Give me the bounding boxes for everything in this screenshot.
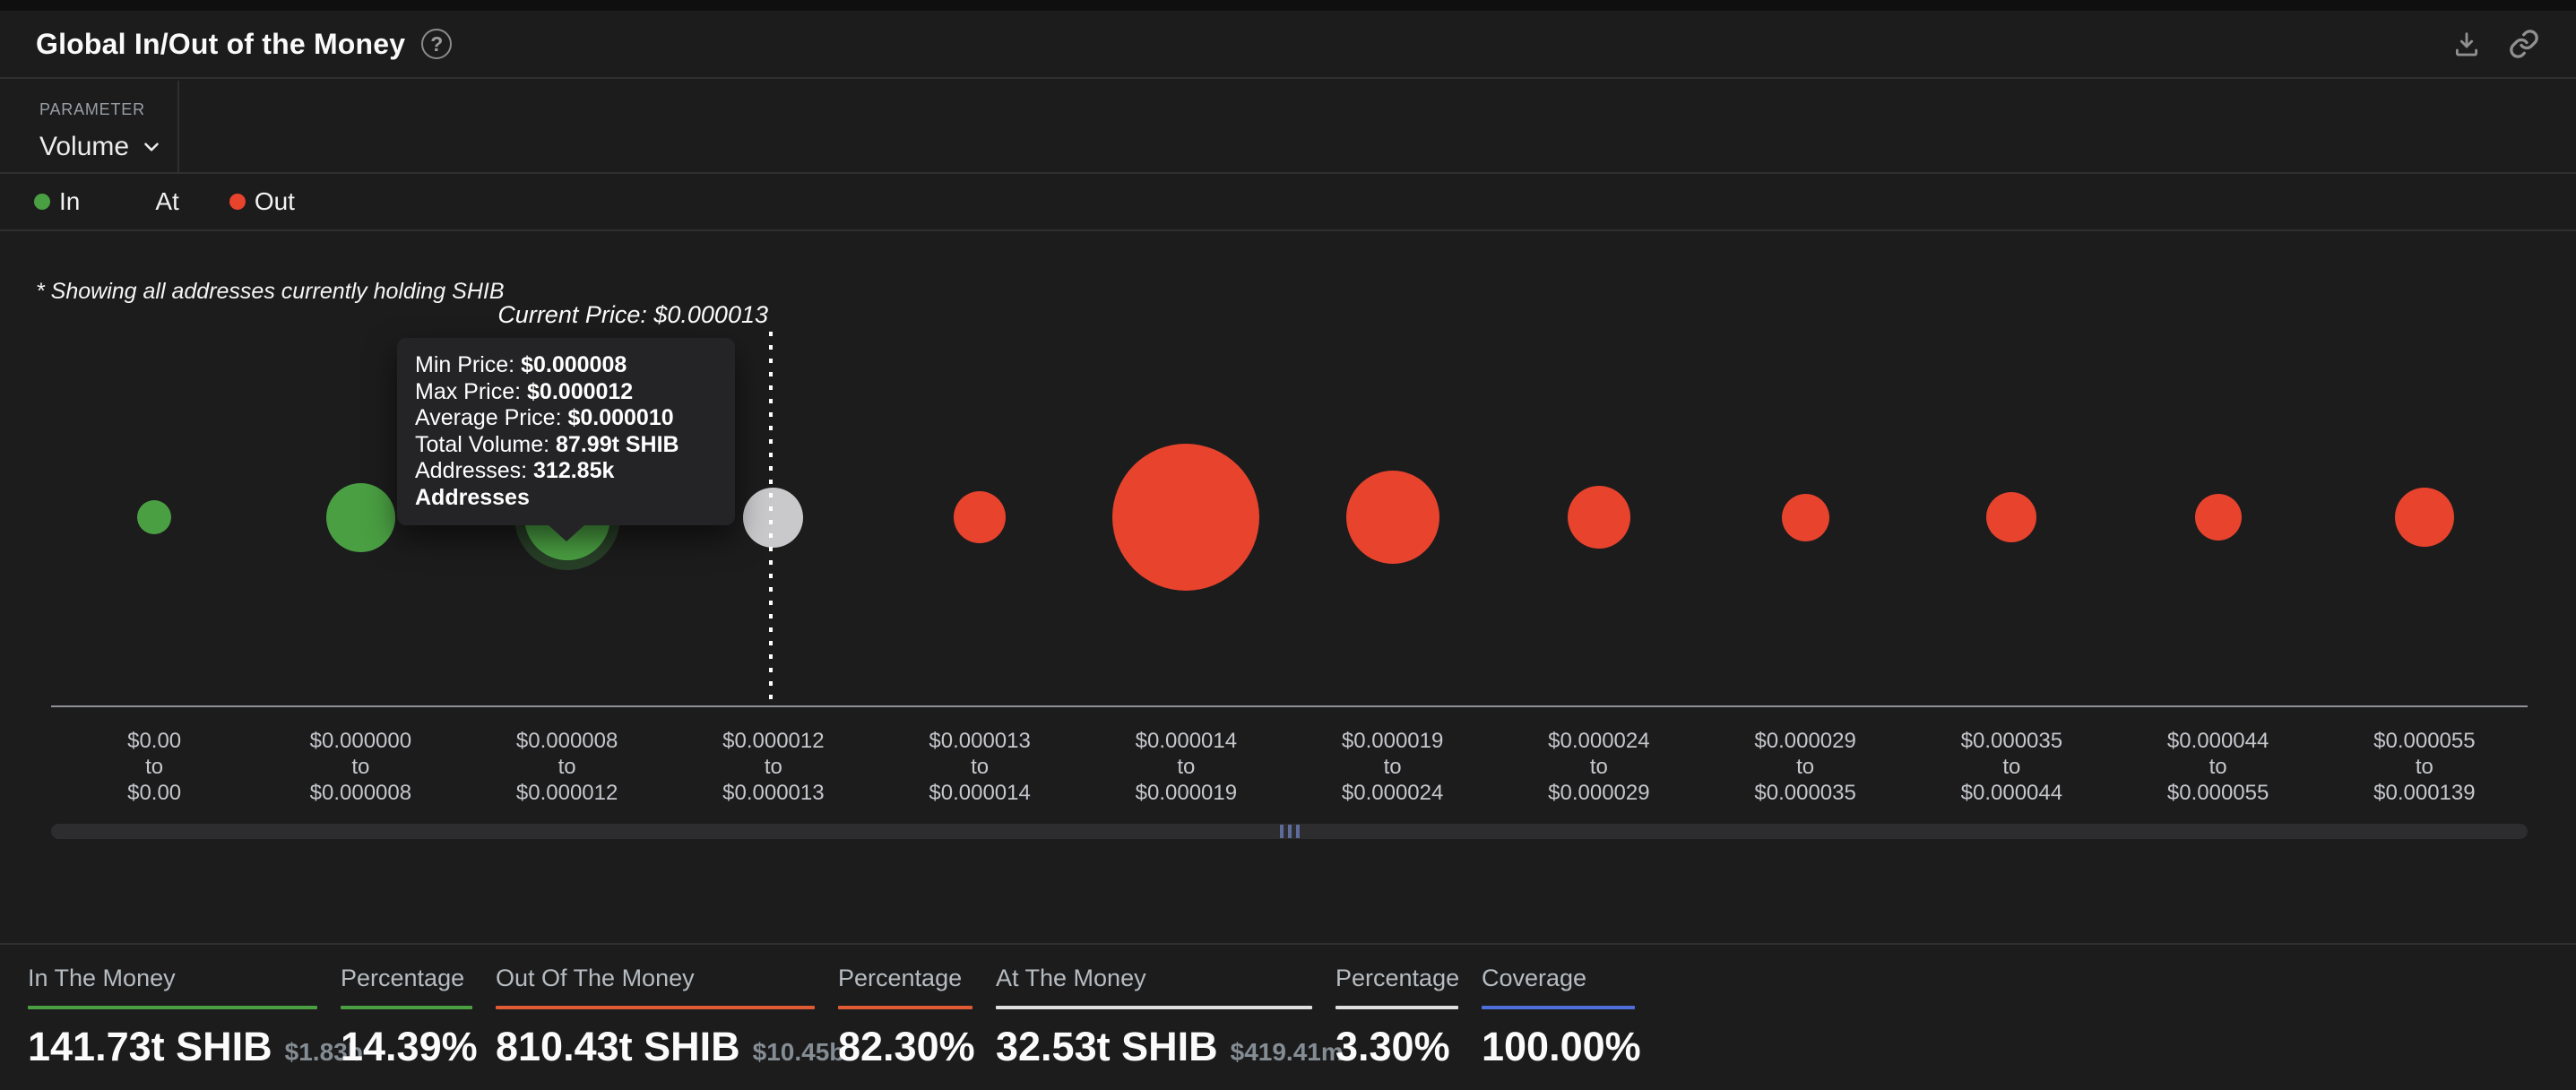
legend-label-out: Out xyxy=(254,187,295,215)
bubble-out-bucket-6[interactable] xyxy=(1345,471,1439,564)
legend-dot-in xyxy=(34,194,50,210)
x-axis-label-0: $0.00 to $0.00 xyxy=(127,729,182,805)
stat-in-the-money: In The Money 141.73t SHIB $1.83b xyxy=(28,965,363,1090)
x-axis-label-10: $0.000044 to $0.000055 xyxy=(2166,729,2269,805)
stat-underline xyxy=(341,1006,472,1009)
parameter-label: PARAMETER xyxy=(39,100,145,118)
scrollbar-grip-icon[interactable] xyxy=(1279,825,1300,838)
stat-out-of-the-money: Out Of The Money 810.43t SHIB $10.45b xyxy=(496,965,844,1090)
tooltip-row-addresses: Addresses: 312.85k Addresses xyxy=(415,458,615,510)
x-axis-label-6: $0.000019 to $0.000024 xyxy=(1341,729,1444,805)
page-title: Global In/Out of the Money xyxy=(36,27,406,60)
stat-label: Out Of The Money xyxy=(496,965,695,991)
stat-label: At The Money xyxy=(996,965,1146,991)
bubble-out-bucket-7[interactable] xyxy=(1567,486,1630,549)
x-axis-line xyxy=(51,705,2528,707)
stat-label: Percentage xyxy=(341,965,465,991)
legend-item-out[interactable]: Out xyxy=(229,187,295,216)
bubble-out-bucket-8[interactable] xyxy=(1781,493,1829,541)
stat-value: 3.30% xyxy=(1336,1024,1450,1069)
tooltip-row-max-price: Max Price: $0.000012 xyxy=(415,378,634,404)
bubble-out-bucket-4[interactable] xyxy=(954,491,1007,543)
widget-header: Global In/Out of the Money ? xyxy=(0,11,2576,79)
x-axis-label-4: $0.000013 to $0.000014 xyxy=(929,729,1031,805)
stat-underline xyxy=(996,1006,1312,1009)
tooltip-row-min-price: Min Price: $0.000008 xyxy=(415,352,627,377)
x-axis-label-1: $0.000000 to $0.000008 xyxy=(309,729,412,805)
stat-coverage: Coverage 100.00% xyxy=(1482,965,1641,1090)
bubble-in-bucket-0[interactable] xyxy=(137,500,172,534)
parameter-dropdown[interactable]: PARAMETER Volume xyxy=(0,81,179,172)
legend-item-in[interactable]: In xyxy=(34,187,80,216)
stat-underline xyxy=(1482,1006,1635,1009)
x-axis-labels: $0.00 to $0.00 $0.000000 to $0.000008 $0.00000… xyxy=(51,728,2528,806)
bubble-tooltip: Min Price: $0.000008 Max Price: $0.00001… xyxy=(397,338,735,541)
top-edge-strip xyxy=(0,0,2576,11)
chart-zoom-scrollbar[interactable] xyxy=(51,824,2528,839)
stat-out-percentage: Percentage 82.30% xyxy=(838,965,975,1090)
stat-sub-value: $10.45b xyxy=(752,1038,845,1066)
parameter-selected-value: Volume xyxy=(39,132,130,161)
stat-value: 82.30% xyxy=(838,1024,975,1069)
stat-sub-value: $1.83b xyxy=(284,1038,363,1066)
stat-value: 810.43t SHIB xyxy=(496,1024,740,1069)
bubble-at-bucket-3[interactable] xyxy=(743,487,804,548)
current-price-line xyxy=(769,332,773,706)
x-axis-label-11: $0.000055 to $0.000139 xyxy=(2373,729,2476,805)
x-axis-label-9: $0.000035 to $0.000044 xyxy=(1960,729,2063,805)
x-axis-label-2: $0.000008 to $0.000012 xyxy=(515,729,618,805)
stat-at-the-money: At The Money 32.53t SHIB $419.41m xyxy=(996,965,1344,1090)
stat-value: 141.73t SHIB xyxy=(28,1024,272,1069)
bubble-out-bucket-9[interactable] xyxy=(1986,492,2037,542)
legend-label-at: At xyxy=(155,187,179,215)
legend: In At Out xyxy=(0,174,2576,231)
chart-annotation: * Showing all addresses currently holdin… xyxy=(36,279,505,304)
tooltip-row-total-volume: Total Volume: 87.99t SHIB xyxy=(415,431,679,457)
stat-label: Percentage xyxy=(838,965,963,991)
x-axis-label-3: $0.000012 to $0.000013 xyxy=(722,729,825,805)
bubble-out-bucket-11[interactable] xyxy=(2394,488,2454,547)
stat-value: 14.39% xyxy=(341,1024,478,1069)
stat-underline xyxy=(1336,1006,1458,1009)
link-icon[interactable] xyxy=(2508,28,2540,60)
stat-underline xyxy=(496,1006,815,1009)
stat-label: In The Money xyxy=(28,965,176,991)
legend-dot-out xyxy=(229,194,246,210)
stat-value: 100.00% xyxy=(1482,1024,1641,1069)
bubble-out-bucket-10[interactable] xyxy=(2194,494,2242,541)
parameter-row: PARAMETER Volume xyxy=(0,81,2576,174)
bubble-out-bucket-5[interactable] xyxy=(1112,444,1260,591)
stat-underline xyxy=(838,1006,972,1009)
legend-label-in: In xyxy=(59,187,81,215)
stat-underline xyxy=(28,1006,317,1009)
help-icon[interactable]: ? xyxy=(421,29,453,59)
bubble-in-bucket-1[interactable] xyxy=(325,482,395,552)
parameter-value-select[interactable]: Volume xyxy=(39,132,177,162)
summary-stats: In The Money 141.73t SHIB $1.83b Percenta… xyxy=(0,943,2576,1090)
current-price-label: Current Price: $0.000013 xyxy=(497,301,768,328)
x-axis-label-5: $0.000014 to $0.000019 xyxy=(1135,729,1238,805)
legend-item-at[interactable]: At xyxy=(130,187,178,216)
stat-in-percentage: Percentage 14.39% xyxy=(341,965,478,1090)
bubble-chart: * Showing all addresses currently holdin… xyxy=(0,231,2576,853)
tooltip-row-average-price: Average Price: $0.000010 xyxy=(415,405,674,430)
stat-label: Percentage xyxy=(1336,965,1460,991)
chevron-down-icon xyxy=(144,143,159,151)
stat-label: Coverage xyxy=(1482,965,1587,991)
x-axis-label-8: $0.000029 to $0.000035 xyxy=(1754,729,1856,805)
download-icon[interactable] xyxy=(2451,28,2483,60)
stat-sub-value: $419.41m xyxy=(1230,1038,1344,1066)
stat-at-percentage: Percentage 3.30% xyxy=(1336,965,1460,1090)
stat-value: 32.53t SHIB xyxy=(996,1024,1218,1069)
x-axis-label-7: $0.000024 to $0.000029 xyxy=(1548,729,1650,805)
